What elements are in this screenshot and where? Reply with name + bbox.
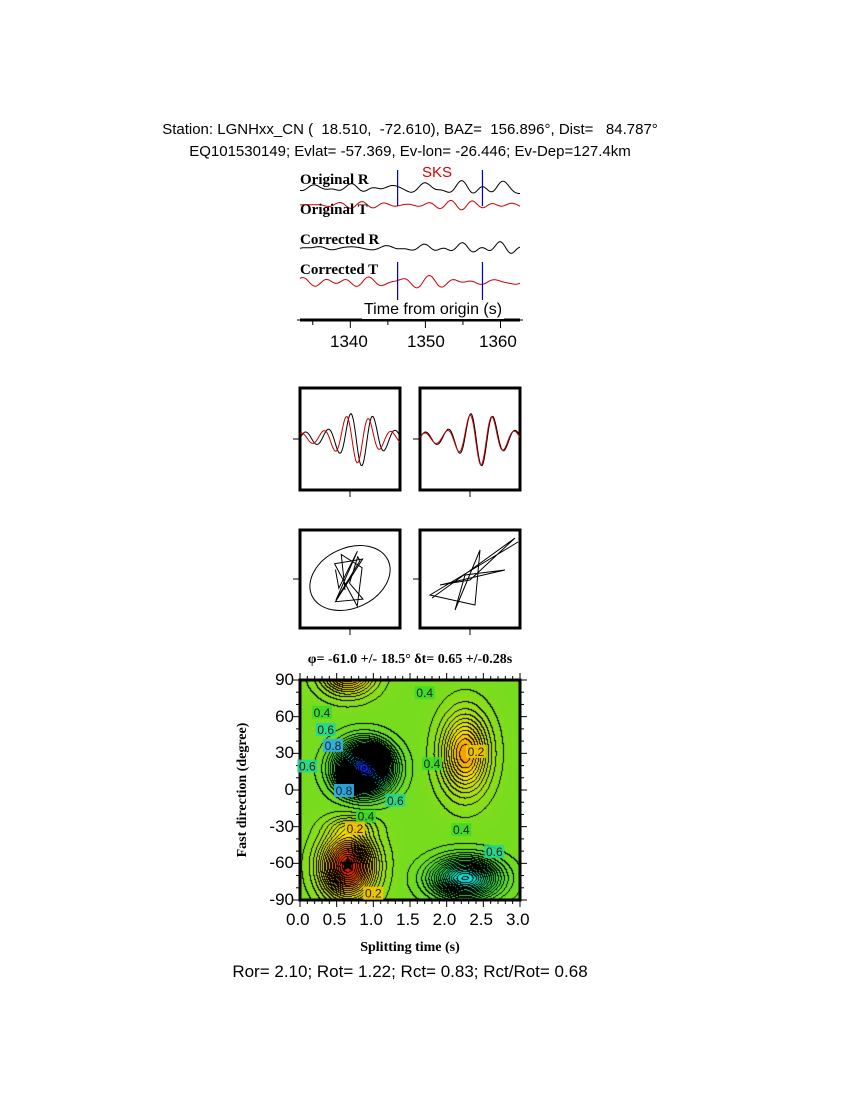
x-tick-label: 0.0: [286, 910, 310, 929]
contour-label-box: [297, 759, 318, 773]
trace-label-original-t: Original T: [300, 202, 368, 218]
contour-label-box: [484, 845, 505, 859]
y-tick-label: 90: [275, 670, 294, 689]
contour-label-box: [315, 722, 336, 736]
time-axis-label: Time from origin (s): [362, 301, 505, 319]
contour-label: 0.8: [325, 739, 342, 753]
contour-label-box: [312, 705, 332, 719]
comparison-panels: [293, 386, 522, 635]
trace-corrected-t: [299, 274, 521, 289]
waveform-slow: [419, 414, 521, 466]
contour-label: 0.4: [453, 823, 470, 837]
waveform-fast: [299, 412, 401, 467]
particle-motion-corrected: [428, 537, 519, 611]
trace-plot: [297, 170, 523, 328]
time-axis-bar: [300, 318, 520, 322]
contour-label: 0.2: [365, 887, 382, 901]
contour-label: 0.8: [336, 784, 353, 798]
x-tick-label: 1.0: [359, 910, 383, 929]
contour-label-box: [451, 823, 472, 837]
best-estimate-star-icon: [339, 856, 356, 872]
contour-label: 0.2: [347, 822, 364, 836]
time-tick-1340: 1340: [330, 332, 368, 351]
particle-motion-corrected: [413, 528, 522, 635]
contour-label-box: [422, 757, 442, 771]
panel-frame: [418, 386, 522, 492]
x-axis-label: Splitting time (s): [360, 940, 460, 955]
contour-label: 0.4: [424, 757, 441, 771]
contour-label: 0.4: [358, 810, 375, 824]
contour-label: 0.4: [314, 706, 331, 720]
phase-label: SKS: [422, 164, 453, 181]
contour-label-box: [414, 686, 435, 700]
x-tick-label: 3.0: [506, 910, 530, 929]
time-tick-1360: 1360: [479, 332, 517, 351]
contour-label: 0.6: [317, 723, 334, 737]
y-tick-label: 0: [284, 780, 294, 799]
x-tick-label: 2.0: [432, 910, 457, 929]
waveform-fast: [419, 412, 521, 467]
contour-label-box: [345, 821, 365, 835]
cross-correlation-ratios: Ror= 2.10; Rot= 1.22; Rct= 0.83; Rct/Rot…: [232, 962, 588, 981]
time-tick-1350: 1350: [407, 332, 445, 351]
contour-label: 0.6: [299, 760, 316, 774]
trace-original-t: [299, 199, 521, 211]
trace-corrected-r: [299, 241, 521, 254]
y-tick-label: -90: [269, 890, 294, 909]
contour-label-box: [356, 809, 376, 823]
contour-label: 0.4: [416, 686, 433, 700]
y-tick-label: -30: [269, 816, 294, 836]
splitting-result-title: φ= -61.0 +/- 18.5° δt= 0.65 +/-0.28s: [307, 652, 513, 667]
x-tick-label: 1.5: [396, 910, 420, 929]
contour-label: 0.2: [468, 745, 485, 759]
contour-label-box: [323, 738, 343, 752]
waveform-slow: [299, 416, 401, 464]
waveform-comparison-corrected: [413, 386, 522, 497]
event-info: EQ101530149; Evlat= -57.369, Ev-lon= -26…: [189, 143, 631, 160]
station-info: Station: LGNHxx_CN ( 18.510, -72.610), B…: [162, 121, 658, 138]
x-tick-label: 0.5: [322, 910, 347, 929]
trace-original-r: [299, 180, 520, 194]
contour-axes: 0.40.60.80.40.20.40.60.80.60.40.2 0.40.60…: [293, 673, 527, 907]
trace-label-corrected-t: Corrected T: [300, 262, 379, 278]
trace-label-original-r: Original R: [300, 172, 369, 188]
contour-frame: [298, 678, 522, 902]
y-tick-label: -60: [269, 853, 294, 873]
y-axis-label: Fast direction (degree): [235, 722, 250, 858]
contour-label: 0.6: [387, 794, 404, 808]
contour-label-box: [363, 886, 384, 900]
contour-label-box: [466, 744, 486, 758]
contour-label-box: [334, 784, 354, 797]
contour-label: 0.6: [486, 845, 503, 859]
waveform-comparison-original: [293, 386, 402, 497]
x-tick-label: 2.5: [469, 910, 493, 929]
particle-motion-original: [309, 545, 391, 611]
y-tick-label: 60: [275, 706, 294, 726]
particle-motion-original: [293, 528, 402, 635]
trace-label-corrected-r: Corrected R: [300, 232, 380, 248]
y-tick-label: 30: [275, 743, 294, 763]
particle-motion-original-detail: [333, 550, 364, 608]
contour-label-box: [385, 793, 406, 807]
